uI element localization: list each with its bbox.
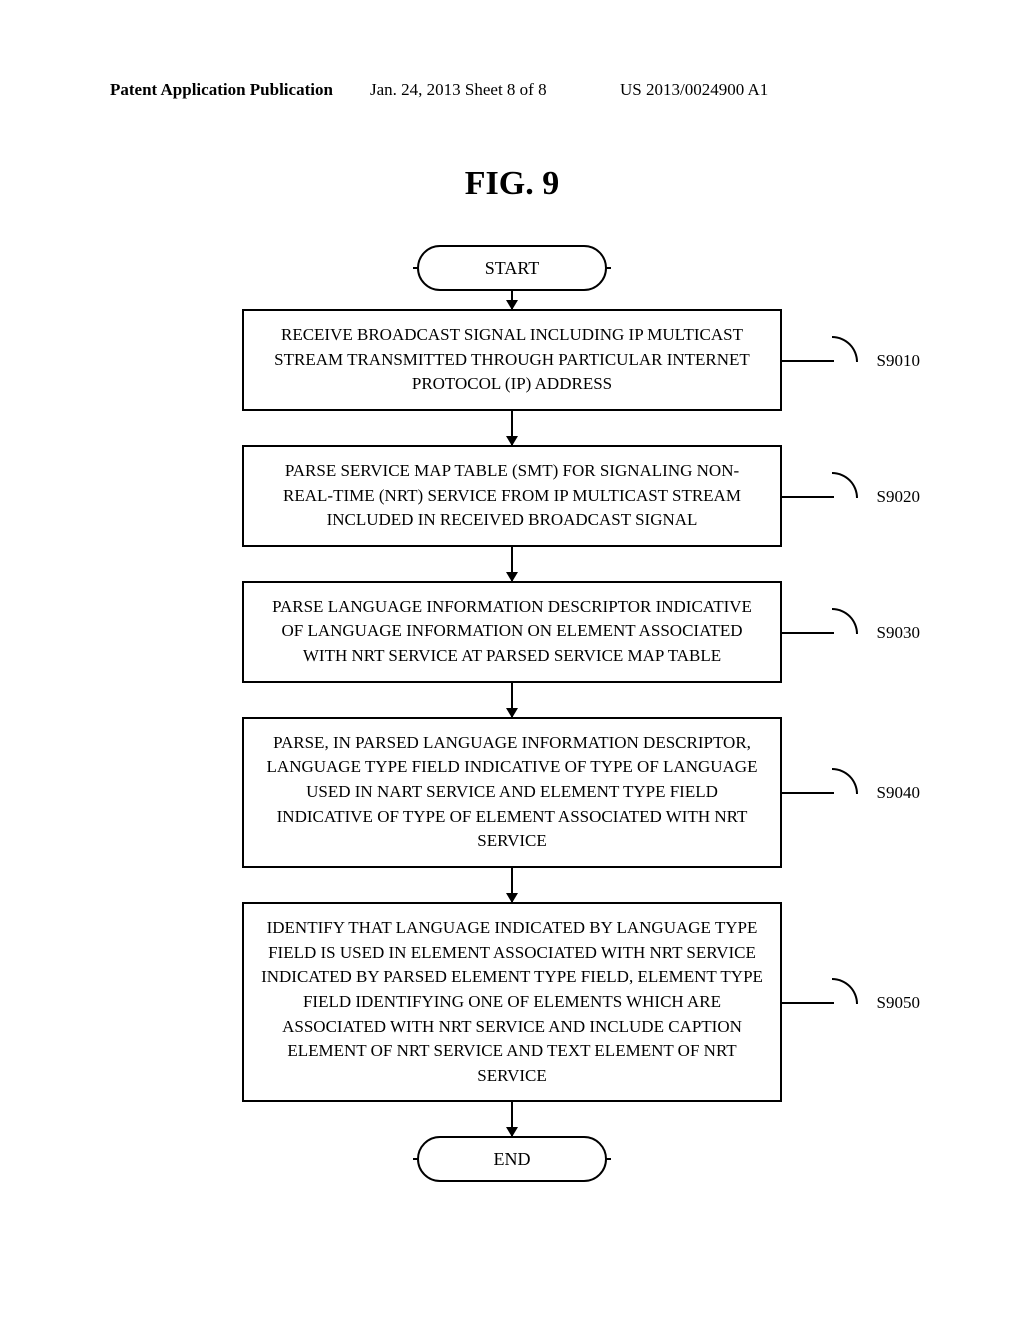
connector-line xyxy=(780,632,834,634)
step-id: S9010 xyxy=(877,349,920,374)
connector-line xyxy=(780,792,834,794)
step-id: S9030 xyxy=(877,621,920,646)
connector-line xyxy=(780,1002,834,1004)
connector-curve-icon xyxy=(832,608,858,634)
connector-curve-icon xyxy=(832,336,858,362)
end-terminator: END xyxy=(417,1136,607,1182)
arrow-icon xyxy=(511,291,513,309)
step-box-s9010: RECEIVE BROADCAST SIGNAL INCLUDING IP MU… xyxy=(242,309,782,411)
connector-curve-icon xyxy=(832,978,858,1004)
step-box-s9030: PARSE LANGUAGE INFORMATION DESCRIPTOR IN… xyxy=(242,581,782,683)
step-box-s9040: PARSE, IN PARSED LANGUAGE INFORMATION DE… xyxy=(242,717,782,868)
step-text: RECEIVE BROADCAST SIGNAL INCLUDING IP MU… xyxy=(274,325,750,393)
step-text: PARSE, IN PARSED LANGUAGE INFORMATION DE… xyxy=(267,733,758,851)
header-patent-no: US 2013/0024900 A1 xyxy=(620,80,768,100)
connector-line xyxy=(780,360,834,362)
step-box-s9020: PARSE SERVICE MAP TABLE (SMT) FOR SIGNAL… xyxy=(242,445,782,547)
step-text: IDENTIFY THAT LANGUAGE INDICATED BY LANG… xyxy=(261,918,763,1085)
step-text: PARSE LANGUAGE INFORMATION DESCRIPTOR IN… xyxy=(272,597,752,665)
arrow-icon xyxy=(511,547,513,581)
arrow-icon xyxy=(511,411,513,445)
start-label: START xyxy=(485,258,539,279)
connector-line xyxy=(780,496,834,498)
step-text: PARSE SERVICE MAP TABLE (SMT) FOR SIGNAL… xyxy=(283,461,741,529)
step-id: S9020 xyxy=(877,485,920,510)
flowchart: START RECEIVE BROADCAST SIGNAL INCLUDING… xyxy=(0,245,1024,1182)
step-id: S9040 xyxy=(877,781,920,806)
connector-curve-icon xyxy=(832,472,858,498)
arrow-icon xyxy=(511,683,513,717)
start-terminator: START xyxy=(417,245,607,291)
header-date-sheet: Jan. 24, 2013 Sheet 8 of 8 xyxy=(370,80,547,100)
header-publication: Patent Application Publication xyxy=(110,80,333,100)
figure-title: FIG. 9 xyxy=(0,165,1024,203)
step-box-s9050: IDENTIFY THAT LANGUAGE INDICATED BY LANG… xyxy=(242,902,782,1102)
arrow-icon xyxy=(511,1102,513,1136)
step-id: S9050 xyxy=(877,991,920,1016)
arrow-icon xyxy=(511,868,513,902)
connector-curve-icon xyxy=(832,768,858,794)
end-label: END xyxy=(494,1149,531,1170)
